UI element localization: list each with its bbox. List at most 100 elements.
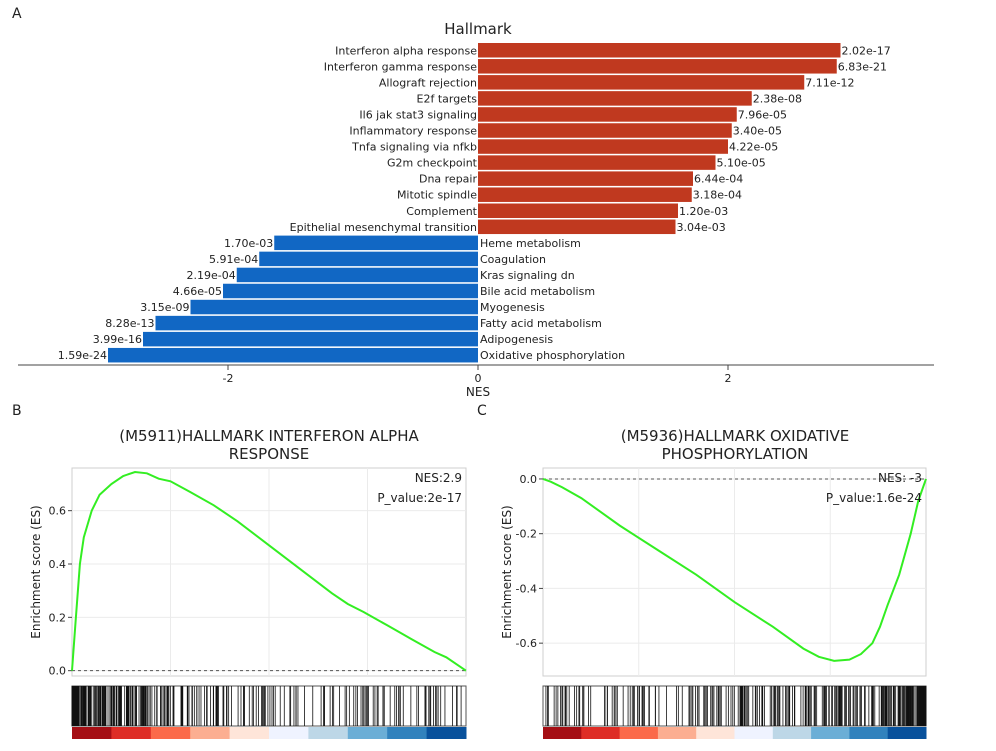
y-tick-label: -0.2	[516, 528, 537, 541]
bar	[478, 155, 716, 170]
bar	[478, 123, 732, 138]
panel-label-c: C	[477, 403, 487, 419]
bar-category-label: Oxidative phosphorylation	[480, 349, 625, 362]
bar	[478, 187, 692, 202]
enrichment-score-line	[542, 477, 927, 662]
bar-p-value-label: 4.22e-05	[729, 141, 778, 154]
bar	[143, 331, 478, 347]
rank-gradient-segment	[772, 727, 812, 739]
rank-gradient-segment	[811, 727, 850, 739]
y-axis-title: Enrichment score (ES)	[29, 505, 43, 638]
x-tick-label: 2	[725, 372, 732, 385]
gsea-plot-oxidative-phosphorylation: (M5936)HALLMARK OXIDATIVE PHOSPHORYLATIO…	[500, 427, 927, 739]
rank-gradient-segment	[72, 727, 112, 739]
bar-p-value-label: 5.10e-05	[717, 157, 766, 170]
enrichment-score-line	[71, 470, 467, 672]
y-tick-label: 0.4	[49, 558, 67, 571]
annotation-text: NES:2.9	[415, 471, 462, 485]
annotation-text: P_value:1.6e-24	[826, 491, 922, 505]
rank-gradient-segment	[150, 727, 191, 739]
chart-title-line-2: RESPONSE	[229, 445, 310, 463]
annotation-text: P_value:2e-17	[377, 491, 462, 505]
bar	[259, 251, 478, 267]
rank-gradient-segment	[581, 727, 621, 739]
x-tick-label: 0	[475, 372, 482, 385]
bar-p-value-label: 1.59e-24	[58, 349, 107, 362]
hallmark-bar-chart: Hallmark Interferon alpha response 2.02e-…	[18, 20, 934, 399]
bar-category-label: Interferon alpha response	[335, 44, 477, 57]
rank-gradient-segment	[387, 727, 428, 739]
bar-category-label: Epithelial mesenchymal transition	[290, 221, 477, 234]
bar-p-value-label: 5.91e-04	[209, 253, 258, 266]
bar-category-label: E2f targets	[417, 92, 478, 105]
rank-gradient-segment	[619, 727, 659, 739]
rank-gradient-segment	[657, 727, 697, 739]
chart-title-line-1: (M5936)HALLMARK OXIDATIVE	[621, 427, 850, 445]
chart-title-line-1: (M5911)HALLMARK INTERFERON ALPHA	[119, 427, 419, 445]
y-tick-label: 0.0	[520, 473, 538, 486]
rank-gradient-segment	[229, 727, 270, 739]
rank-gradient-segment	[347, 727, 388, 739]
rank-gradient-segment	[696, 727, 735, 739]
rank-gradient-segment	[111, 727, 152, 739]
gene-hits-box	[71, 685, 467, 727]
bar-category-label: Myogenesis	[480, 301, 545, 314]
chart-title-line-2: PHOSPHORYLATION	[662, 445, 809, 463]
rank-gradient-segment	[190, 727, 231, 739]
chart-title: Hallmark	[444, 20, 512, 38]
y-tick-label: 0.2	[49, 611, 67, 624]
y-tick-label: -0.4	[516, 582, 537, 595]
bar-category-label: Inflammatory response	[349, 125, 477, 138]
bar	[274, 235, 478, 251]
bar-category-label: G2m checkpoint	[387, 157, 478, 170]
rank-gradient-segment	[887, 727, 927, 739]
bar	[108, 347, 478, 363]
y-tick-label: 0.6	[49, 505, 67, 518]
bar-p-value-label: 2.38e-08	[753, 92, 802, 105]
rank-gradient-segment	[849, 727, 889, 739]
bar	[478, 219, 676, 235]
bar-category-label: Complement	[406, 205, 477, 218]
bar-category-label: Allograft rejection	[379, 76, 477, 89]
bar	[190, 299, 478, 315]
bar	[478, 91, 752, 106]
bar	[478, 203, 678, 218]
bar-category-label: Dna repair	[419, 173, 478, 186]
bar-p-value-label: 7.96e-05	[738, 108, 787, 121]
bar-category-label: Adipogenesis	[480, 333, 553, 346]
panel-label-b: B	[12, 403, 22, 419]
bar	[155, 315, 478, 331]
bar-category-label: Coagulation	[480, 253, 546, 266]
bar	[478, 75, 805, 90]
bar-p-value-label: 6.83e-21	[838, 60, 887, 73]
bar-p-value-label: 1.20e-03	[679, 205, 728, 218]
bar-p-value-label: 7.11e-12	[805, 76, 854, 89]
bar	[236, 267, 478, 283]
rank-gradient-segment	[308, 727, 349, 739]
bar-category-label: Mitotic spindle	[397, 189, 477, 202]
bar-category-label: Il6 jak stat3 signaling	[359, 108, 477, 121]
bars-group: Interferon alpha response 2.02e-17 Interfe…	[58, 43, 891, 363]
bar	[223, 283, 478, 299]
bar	[478, 107, 737, 122]
bar-category-label: Interferon gamma response	[324, 60, 478, 73]
bar-p-value-label: 2.02e-17	[842, 44, 891, 57]
y-tick-label: 0.0	[49, 665, 67, 678]
bar-p-value-label: 6.44e-04	[694, 173, 743, 186]
bar-p-value-label: 3.99e-16	[93, 333, 142, 346]
rank-gradient-segment	[269, 727, 309, 739]
x-tick-label: -2	[223, 372, 234, 385]
y-tick-label: -0.6	[516, 637, 537, 650]
bar-category-label: Fatty acid metabolism	[480, 317, 602, 330]
bar-p-value-label: 3.40e-05	[733, 125, 782, 138]
gsea-plot-interferon-alpha: (M5911)HALLMARK INTERFERON ALPHA RESPONS…	[29, 427, 467, 739]
bar-p-value-label: 4.66e-05	[173, 285, 222, 298]
bar-p-value-label: 2.19e-04	[187, 269, 236, 282]
rank-gradient-segment	[734, 727, 774, 739]
bar-category-label: Bile acid metabolism	[480, 285, 595, 298]
bar-p-value-label: 1.70e-03	[224, 237, 273, 250]
bar	[478, 59, 837, 74]
annotation-text: NES: -3	[878, 471, 922, 485]
rank-gradient-segment	[543, 727, 582, 739]
